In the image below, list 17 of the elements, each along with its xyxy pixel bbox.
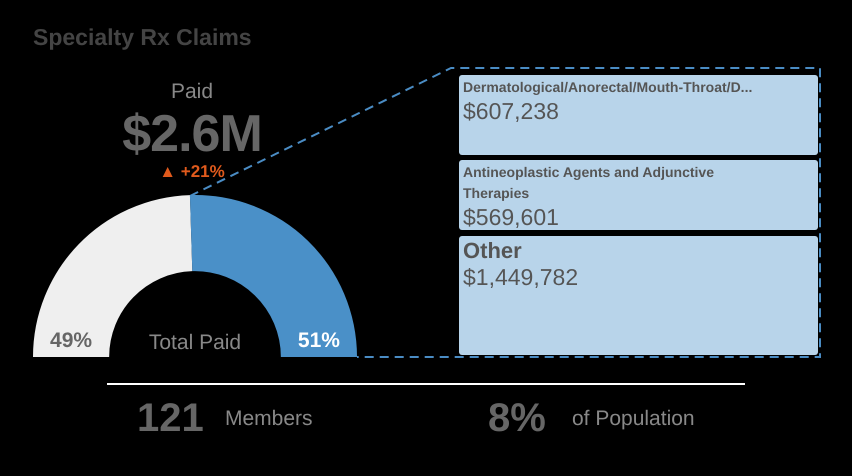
text: $569,601 <box>463 204 560 230</box>
text: Paid <box>170 80 214 104</box>
text: 8% <box>488 396 546 441</box>
text: Members <box>225 407 313 431</box>
data-label: 49% <box>50 328 92 352</box>
chart-title: Specialty Rx Claims <box>33 24 252 51</box>
text: $2.6M <box>121 104 263 164</box>
text: $1,449,782 <box>463 264 580 290</box>
text: 121 <box>137 396 204 441</box>
text: ▲ +21% <box>158 162 226 182</box>
text: Dermatological/Anorectal/Mouth-Throat/D... <box>463 78 754 97</box>
text: Other <box>463 238 523 264</box>
text: Antineoplastic Agents and Adjunctive Therapies <box>463 163 715 203</box>
text: $607,238 <box>463 98 560 124</box>
data-label: 51% <box>298 328 340 352</box>
text: of Population <box>572 407 695 431</box>
text: Total Paid <box>148 331 242 355</box>
